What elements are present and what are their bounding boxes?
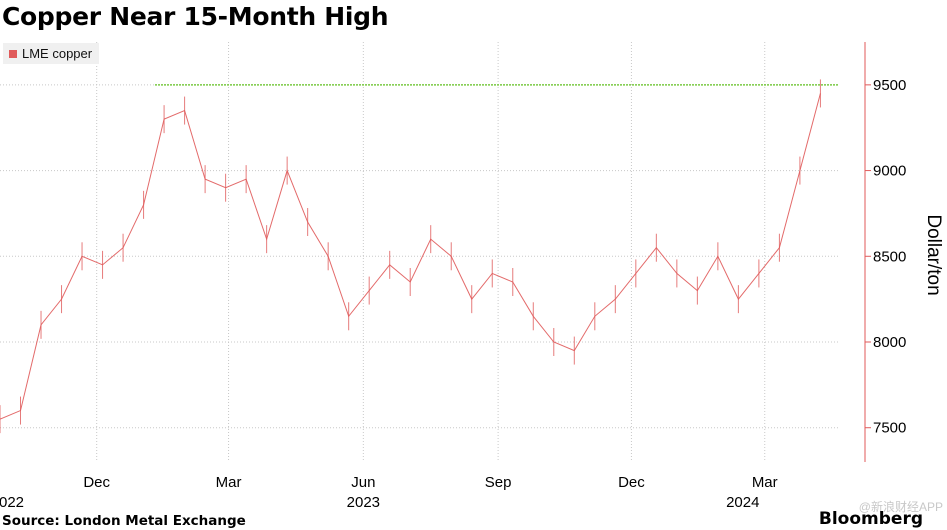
legend: LME copper <box>3 43 100 64</box>
y-tick-label: 9000 <box>873 163 906 180</box>
legend-label: LME copper <box>22 46 93 61</box>
x-axis: Dec Mar Jun Sep Dec Mar 2022 2023 2024 <box>0 474 778 511</box>
price-series <box>0 79 821 434</box>
x-tick-label: Dec <box>83 474 110 491</box>
y-tick-label: 8500 <box>873 248 906 265</box>
chart-title: Copper Near 15-Month High <box>2 2 389 31</box>
x-tick-label: Mar <box>216 474 242 491</box>
y-axis: 7500 8000 8500 9000 9500 <box>864 42 906 462</box>
x-tick-label: Mar <box>752 474 778 491</box>
x-tick-label: Jun <box>351 474 375 491</box>
x-year-label: 2024 <box>726 494 759 511</box>
x-tick-label: Sep <box>485 474 512 491</box>
x-year-label: 2022 <box>0 494 24 511</box>
y-tick-label: 8000 <box>873 334 906 351</box>
bloomberg-logo: Bloomberg <box>818 509 923 529</box>
watermark: @新浪财经APP <box>858 500 943 514</box>
x-tick-label: Dec <box>618 474 645 491</box>
grid-lines <box>0 42 838 462</box>
y-tick-label: 9500 <box>873 77 906 94</box>
y-axis-label: Dollar/ton <box>923 214 944 295</box>
legend-swatch <box>9 49 17 58</box>
y-tick-label: 7500 <box>873 420 906 437</box>
x-year-label: 2023 <box>347 494 380 511</box>
source-note: Source: London Metal Exchange <box>2 513 246 529</box>
